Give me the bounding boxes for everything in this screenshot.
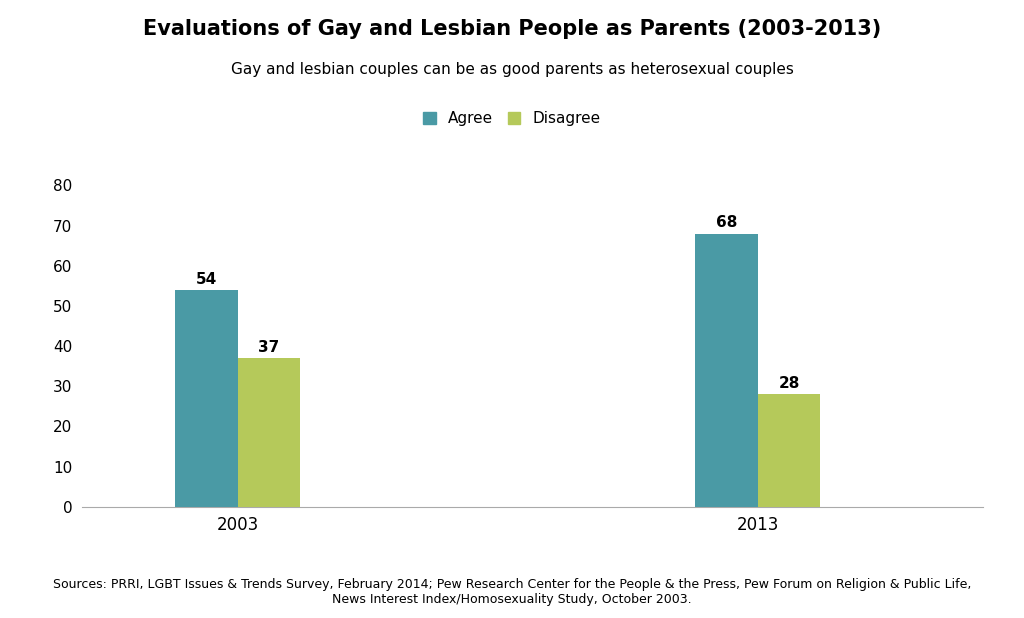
Text: Gay and lesbian couples can be as good parents as heterosexual couples: Gay and lesbian couples can be as good p… <box>230 62 794 77</box>
Text: Sources: PRRI, LGBT Issues & Trends Survey, February 2014; Pew Research Center f: Sources: PRRI, LGBT Issues & Trends Surv… <box>53 578 971 606</box>
Bar <box>695 234 758 507</box>
Bar <box>758 394 820 507</box>
Bar <box>175 290 238 507</box>
Text: 68: 68 <box>716 216 737 231</box>
Text: 28: 28 <box>778 376 800 391</box>
Text: Evaluations of Gay and Lesbian People as Parents (2003-2013): Evaluations of Gay and Lesbian People as… <box>143 19 881 38</box>
Text: 37: 37 <box>258 340 280 355</box>
Legend: Agree, Disagree: Agree, Disagree <box>419 106 605 130</box>
Text: 54: 54 <box>196 272 217 287</box>
Bar <box>238 358 300 507</box>
